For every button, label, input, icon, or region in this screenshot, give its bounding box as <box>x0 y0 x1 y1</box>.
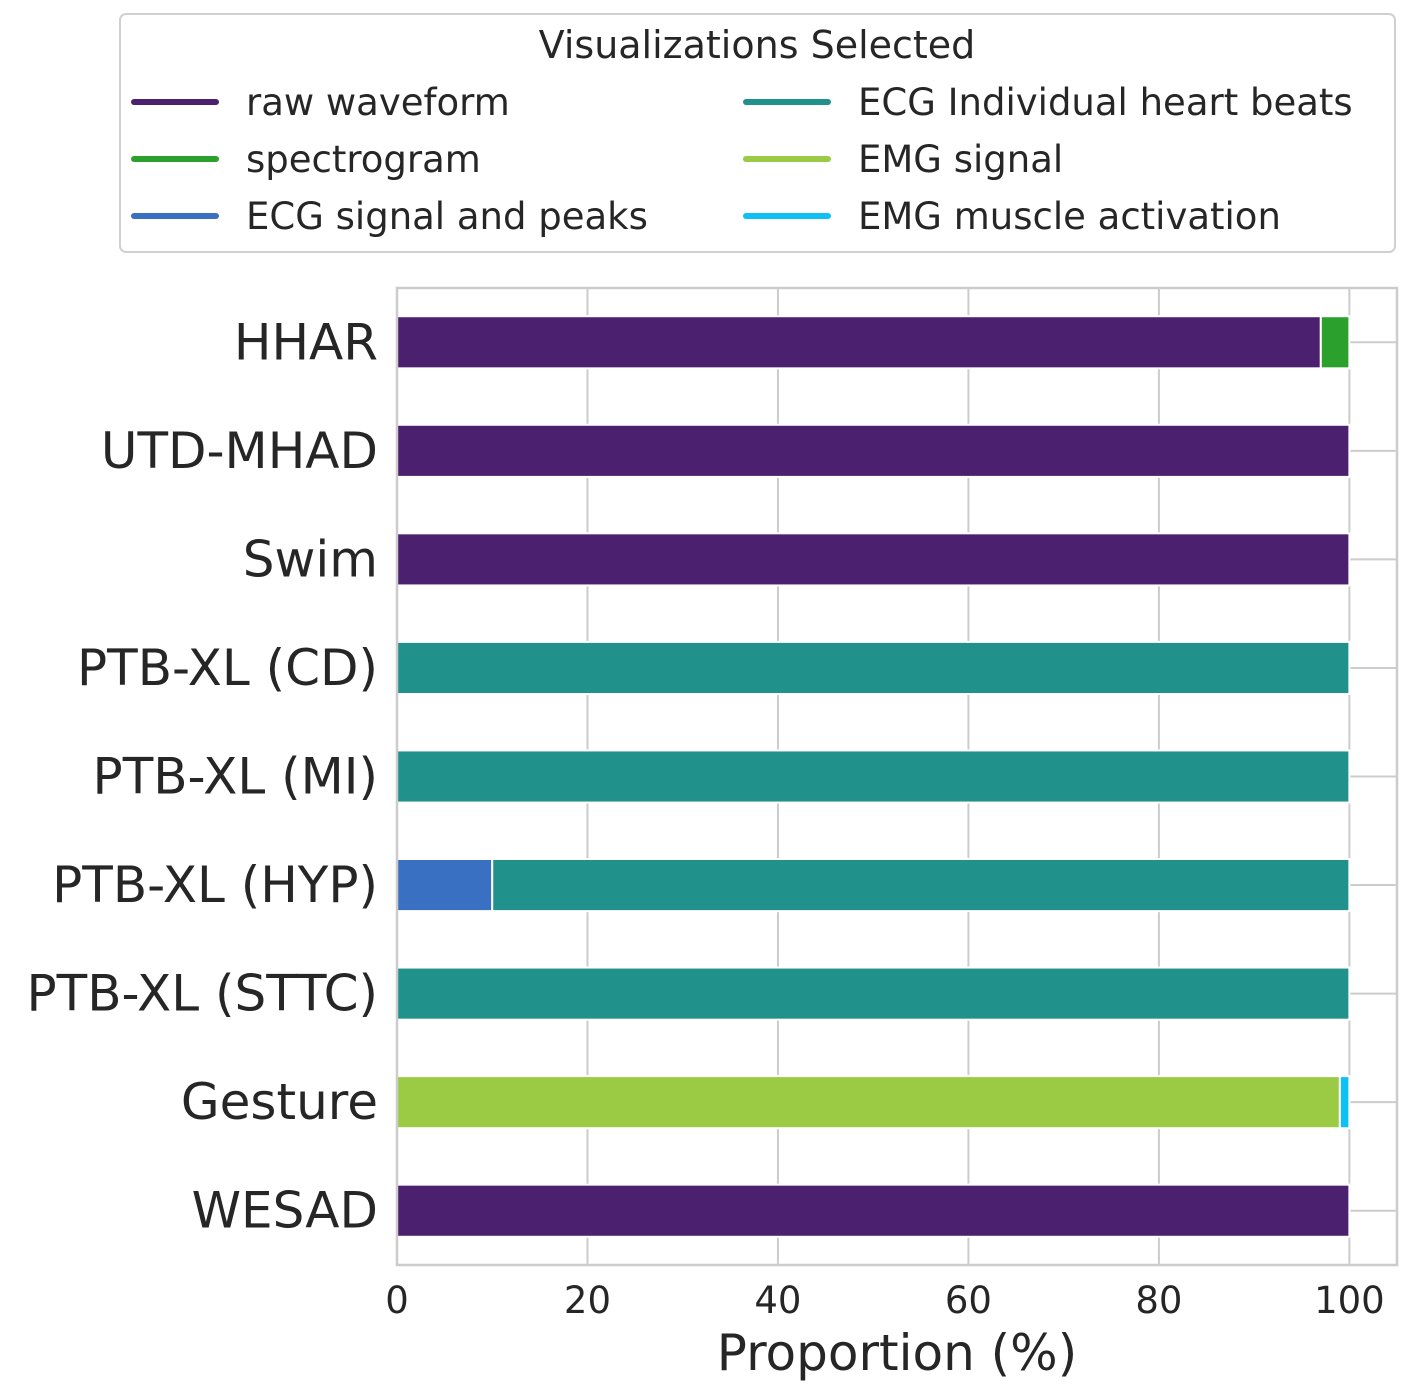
legend-label-emg-muscle-activation: EMG muscle activation <box>858 195 1281 238</box>
x-tick-label: 60 <box>945 1279 992 1322</box>
legend-label-raw-waveform: raw waveform <box>246 81 510 124</box>
legend-label-ecg-individual-heart-beats: ECG Individual heart beats <box>858 81 1353 124</box>
legend-label-ecg-signal-and-peaks: ECG signal and peaks <box>246 195 648 238</box>
plot-frame <box>395 286 1399 1267</box>
plot-area: 0 20 40 60 80 100 HHAR UTD-MHAD Swim PTB-XL (CD)… <box>27 286 1399 1382</box>
legend-title: Visualizations Selected <box>539 23 976 67</box>
x-tick-label: 80 <box>1135 1279 1182 1322</box>
legend-label-spectrogram: spectrogram <box>246 138 481 181</box>
x-tick-label: 100 <box>1314 1279 1385 1322</box>
x-axis-label: Proportion (%) <box>717 1324 1077 1382</box>
bar-gesture-emg-signal <box>396 1075 1341 1130</box>
y-tick-label: PTB-XL (HYP) <box>52 856 378 914</box>
bar-gesture-emg-muscle-activation <box>1338 1075 1351 1130</box>
y-tick-label: PTB-XL (CD) <box>77 639 378 697</box>
bar-hhar-spectrogram <box>1319 315 1351 370</box>
x-tick-label: 20 <box>564 1279 611 1322</box>
bar-ptb-xl-mi-ecg-individual-heart-beats <box>396 749 1351 804</box>
y-tick-label: HHAR <box>234 313 378 371</box>
bar-ptb-xl-cd-ecg-individual-heart-beats <box>396 640 1351 695</box>
bar-swim-raw-waveform <box>396 532 1351 587</box>
y-tick-label: Gesture <box>181 1073 378 1131</box>
y-tick-label: UTD-MHAD <box>101 422 378 480</box>
bar-ptb-xl-hyp-ecg-individual-heart-beats <box>491 858 1351 913</box>
bar-hhar-raw-waveform <box>396 315 1322 370</box>
bar-ptb-xl-sttc-ecg-individual-heart-beats <box>396 966 1351 1021</box>
legend-label-emg-signal: EMG signal <box>858 138 1063 181</box>
y-tick-label: PTB-XL (MI) <box>93 748 378 806</box>
bar-utd-mhad-raw-waveform <box>396 423 1351 478</box>
x-tick-label: 40 <box>754 1279 801 1322</box>
legend-frame <box>119 13 1396 253</box>
y-tick-label: Swim <box>243 530 378 588</box>
x-tick-label: 0 <box>385 1279 409 1322</box>
y-tick-label: PTB-XL (STTC) <box>27 965 379 1023</box>
legend: Visualizations Selected raw waveform spec… <box>119 13 1396 253</box>
bar-ptb-xl-hyp-ecg-signal-and-peaks <box>396 858 494 913</box>
bar-wesad-raw-waveform <box>396 1183 1351 1238</box>
y-tick-label: WESAD <box>192 1182 378 1240</box>
